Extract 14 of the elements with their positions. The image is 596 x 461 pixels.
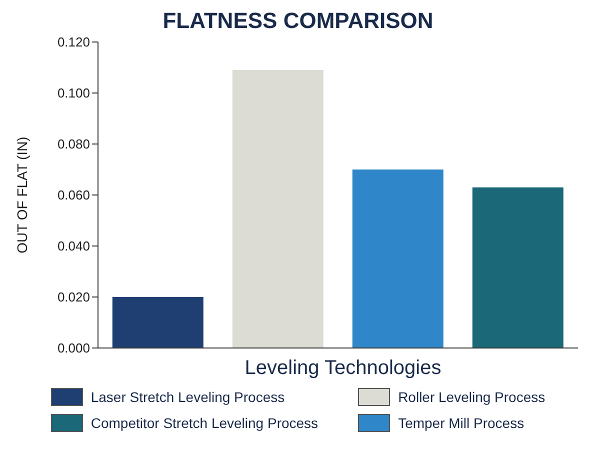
x-axis-title: Leveling Technologies [244, 356, 442, 381]
y-tick-label: 0.060 [57, 188, 90, 203]
legend-label: Temper Mill Process [398, 415, 524, 431]
y-axis-title: OUT OF FLAT (IN) [14, 136, 30, 254]
y-tick-label: 0.000 [57, 340, 90, 356]
legend-label: Laser Stretch Leveling Process [90, 389, 285, 405]
y-tick-label: 0.020 [57, 290, 90, 305]
y-tick-label: 0.120 [57, 34, 90, 50]
chart-title: FLATNESS COMPARISON [162, 8, 434, 34]
legend-label: Competitor Stretch Leveling Process [90, 415, 318, 431]
y-tick-label: 0.040 [57, 238, 90, 254]
y-tick-label: 0.100 [57, 86, 90, 101]
y-tick-label: 0.080 [57, 136, 90, 152]
legend-label: Roller Leveling Process [398, 389, 546, 405]
